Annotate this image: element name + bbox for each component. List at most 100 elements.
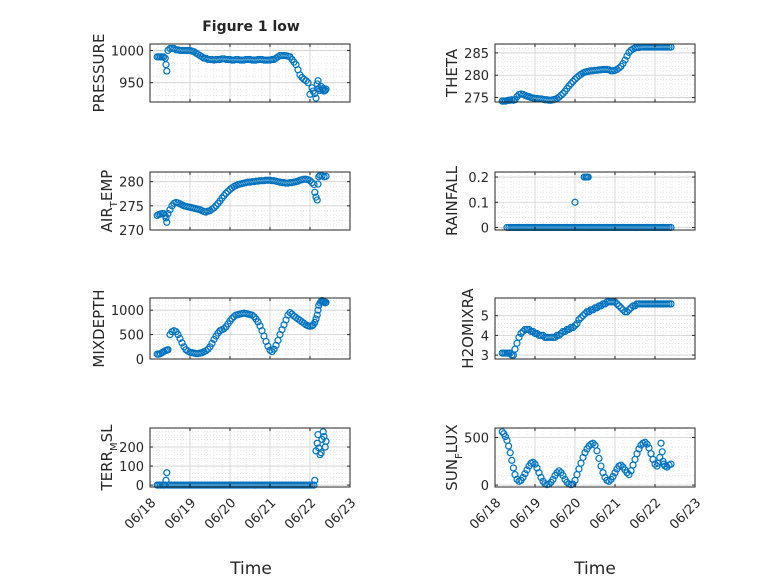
data-point	[178, 339, 186, 347]
data-point	[304, 79, 312, 87]
axes-box	[494, 427, 696, 488]
axes-box	[149, 427, 351, 488]
y-axis-label-subscript: F	[454, 453, 465, 459]
y-axis-label: MIXDEPTH	[90, 289, 108, 367]
data-point	[163, 67, 171, 75]
data-point	[202, 347, 210, 355]
data-point	[302, 77, 310, 85]
data-point	[314, 180, 322, 188]
data-point	[498, 428, 506, 436]
data-point	[663, 300, 671, 308]
axes-box	[149, 297, 351, 360]
y-tick-label: 5	[481, 310, 489, 325]
figure-title: Figure 1 low	[202, 19, 300, 35]
data-point	[322, 172, 330, 180]
data-point	[268, 55, 276, 64]
data-point	[641, 438, 649, 446]
data-point	[561, 327, 569, 336]
data-point	[310, 481, 318, 489]
y-tick-label: 0	[136, 353, 144, 368]
data-point	[569, 77, 577, 86]
y-axis-label-tail: SL	[98, 424, 116, 443]
data-point	[665, 300, 673, 308]
data-point	[176, 334, 184, 343]
data-point	[161, 481, 169, 489]
data-point	[555, 331, 563, 339]
data-point	[581, 310, 589, 318]
y-tick-label: 280	[464, 69, 489, 84]
axes-background	[495, 428, 695, 487]
data-point	[555, 93, 563, 101]
data-point	[609, 472, 617, 481]
y-axis-label-main: TERR	[98, 451, 116, 492]
y-axis-label-main: H2OMIXRA	[459, 288, 477, 369]
data-point	[312, 315, 320, 323]
y-tick-label: 0.1	[468, 196, 489, 211]
y-axis-label-subscript: M	[109, 442, 120, 451]
data-point	[319, 428, 327, 436]
data-point	[313, 196, 321, 204]
tick-marks	[494, 428, 696, 487]
data-point	[164, 209, 172, 218]
data-point	[166, 206, 174, 214]
data-point	[565, 325, 573, 334]
y-axis-label: H2OMIXRA	[459, 288, 477, 369]
axes-box	[494, 171, 696, 231]
data-point	[162, 214, 170, 222]
y-axis-label-main: RAINFALL	[443, 165, 461, 236]
data-point	[625, 306, 633, 314]
tick-marks	[149, 44, 351, 102]
y-tick-label: 0	[481, 221, 489, 236]
data-point	[609, 298, 617, 306]
data-point	[210, 204, 218, 212]
y-tick-label: 1000	[111, 304, 144, 319]
data-point	[597, 462, 605, 470]
data-point	[573, 319, 581, 328]
data-point	[569, 323, 577, 332]
data-point	[619, 60, 627, 68]
y-tick-label: 4	[481, 329, 489, 344]
data-point	[549, 475, 557, 483]
y-tick-label: 500	[464, 432, 489, 447]
data-point	[506, 449, 514, 457]
data-point	[559, 89, 567, 98]
data-point	[322, 437, 330, 445]
data-point	[531, 460, 539, 468]
data-point	[567, 80, 575, 88]
data-point	[617, 461, 625, 469]
data-point	[517, 329, 525, 338]
y-tick-label: 270	[119, 224, 144, 239]
data-point	[557, 329, 565, 338]
data-point	[312, 94, 320, 102]
data-point	[523, 466, 531, 474]
y-axis-label-tail: LUX	[443, 424, 461, 453]
data-point	[625, 48, 633, 57]
data-point	[313, 311, 321, 319]
data-point	[597, 302, 605, 310]
data-point	[643, 440, 651, 448]
data-point	[310, 180, 318, 189]
data-point	[266, 346, 274, 354]
data-point	[651, 460, 659, 468]
subplot-6: 3 4 5 H2OMIXRA	[459, 288, 696, 369]
data-point	[577, 314, 585, 322]
data-point	[264, 342, 272, 350]
y-tick-label: 285	[464, 47, 489, 62]
axes-box	[149, 43, 351, 103]
data-point	[314, 77, 322, 85]
y-axis-label: RAINFALL	[443, 165, 461, 236]
data-point	[314, 306, 322, 314]
data-point	[557, 91, 565, 99]
y-tick-label: 3	[481, 349, 489, 364]
data-point	[635, 445, 643, 453]
data-point	[555, 467, 563, 475]
data-point	[311, 188, 319, 196]
data-point	[308, 84, 316, 92]
data-point	[529, 458, 537, 466]
data-point	[559, 471, 567, 480]
y-tick-label: 200	[119, 441, 144, 456]
y-axis-label-tail: EMP	[98, 170, 116, 201]
